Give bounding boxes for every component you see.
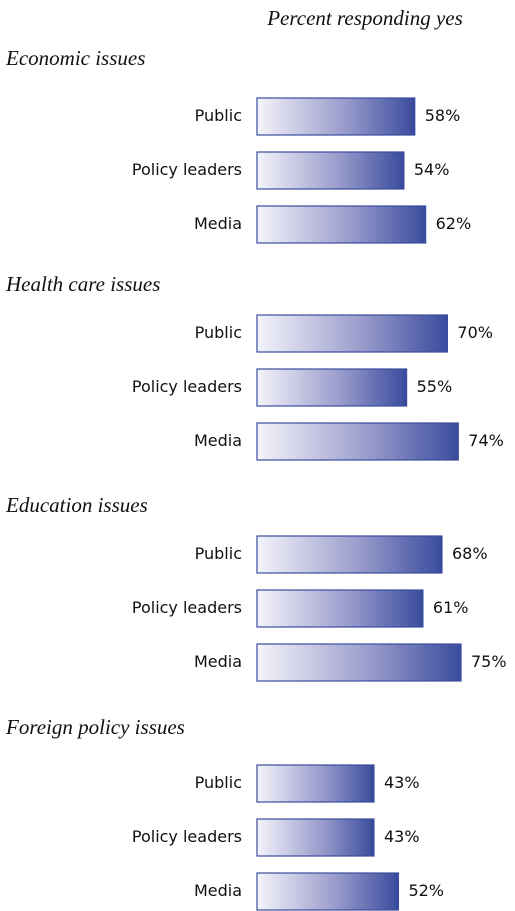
bar-edge [419, 590, 423, 627]
bar-edge [438, 536, 442, 573]
value-label: 54% [414, 160, 450, 179]
bar-edge [411, 98, 415, 135]
value-label: 52% [408, 881, 444, 900]
value-label: 61% [433, 598, 469, 617]
value-label: 74% [468, 431, 504, 450]
category-label: Public [195, 773, 242, 792]
bar-edge [458, 644, 461, 681]
bar-edge [444, 315, 448, 352]
bar-edge [400, 152, 404, 189]
category-label: Public [195, 544, 242, 563]
value-label: 55% [417, 377, 453, 396]
bar [256, 205, 427, 244]
bar [256, 589, 424, 628]
category-label: Public [195, 106, 242, 125]
bar [256, 643, 462, 682]
group-title: Economic issues [5, 46, 145, 70]
bar-edge [403, 369, 407, 406]
group-title: Education issues [5, 493, 148, 517]
category-label: Media [194, 881, 242, 900]
bar [256, 764, 375, 803]
bar-edge [422, 206, 426, 243]
value-label: 68% [452, 544, 488, 563]
category-label: Policy leaders [132, 377, 242, 396]
bar [256, 97, 416, 136]
bar [256, 535, 443, 574]
bar [256, 314, 448, 353]
category-label: Public [195, 323, 242, 342]
category-label: Policy leaders [132, 598, 242, 617]
chart-subtitle: Percent responding yes [266, 6, 463, 30]
category-label: Media [194, 652, 242, 671]
group-title: Health care issues [5, 272, 160, 296]
category-label: Media [194, 214, 242, 233]
value-label: 43% [384, 827, 420, 846]
bar-edge [455, 423, 459, 460]
value-label: 58% [425, 106, 461, 125]
bar [256, 422, 459, 461]
category-label: Policy leaders [132, 827, 242, 846]
category-label: Policy leaders [132, 160, 242, 179]
bar-edge [395, 873, 399, 910]
value-label: 43% [384, 773, 420, 792]
bar [256, 151, 405, 190]
value-label: 70% [457, 323, 493, 342]
bar-edge [370, 819, 374, 856]
value-label: 75% [471, 652, 507, 671]
bar [256, 872, 400, 911]
bar [256, 818, 375, 857]
value-label: 62% [436, 214, 472, 233]
group-title: Foreign policy issues [5, 715, 185, 739]
category-label: Media [194, 431, 242, 450]
bar [256, 368, 408, 407]
bar-edge [370, 765, 374, 802]
